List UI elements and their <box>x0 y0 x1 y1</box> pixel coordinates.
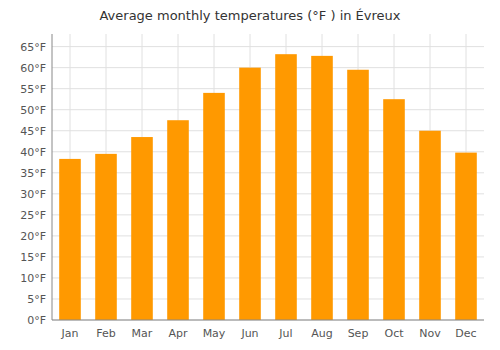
x-tick-label: Apr <box>168 327 188 340</box>
y-tick-label: 20°F <box>20 230 46 243</box>
x-tick-label: Mar <box>132 327 153 340</box>
y-tick-label: 30°F <box>20 188 46 201</box>
y-tick-label: 5°F <box>27 293 46 306</box>
x-tick-label: Sep <box>348 327 369 340</box>
bar <box>203 93 225 320</box>
y-tick-label: 0°F <box>27 314 46 327</box>
y-tick-label: 55°F <box>20 83 46 96</box>
y-axis: 0°F 5°F 10°F 15°F 20°F 25°F 30°F 35°F 40°F 45°F 50… <box>20 34 52 327</box>
y-grid-line <box>52 109 484 110</box>
y-tick-label: 40°F <box>20 146 46 159</box>
bar <box>59 159 81 320</box>
bar <box>419 131 441 320</box>
bar <box>167 120 189 320</box>
y-grid-line <box>52 67 484 68</box>
x-axis-line <box>52 320 484 321</box>
bar <box>383 99 405 320</box>
bar <box>95 154 117 320</box>
y-tick-label: 15°F <box>20 251 46 264</box>
x-tick-label: Jul <box>278 327 292 340</box>
grid <box>52 34 484 320</box>
y-grid-line <box>52 46 484 47</box>
y-tick-label: 65°F <box>20 41 46 54</box>
x-axis: Jan Feb Mar Apr May Jun Jul Aug Sep Oct Nov Dec <box>52 320 484 340</box>
y-tick-label: 10°F <box>20 272 46 285</box>
x-tick-label: Feb <box>96 327 115 340</box>
bar <box>239 68 261 320</box>
y-grid-line <box>52 88 484 89</box>
x-tick-label: Dec <box>455 327 476 340</box>
x-tick-label: Nov <box>419 327 441 340</box>
bar <box>275 54 297 320</box>
y-grid-line <box>52 320 484 321</box>
y-tick-label: 60°F <box>20 62 46 75</box>
chart: Average monthly temperatures (°F ) in Év… <box>0 0 500 350</box>
x-tick-label: Jan <box>61 327 79 340</box>
x-tick-label: Aug <box>311 327 332 340</box>
bar <box>455 153 477 320</box>
bar <box>311 56 333 320</box>
y-tick-label: 45°F <box>20 125 46 138</box>
x-tick-label: Oct <box>384 327 404 340</box>
y-tick-label: 35°F <box>20 167 46 180</box>
bars <box>59 54 477 320</box>
bar <box>347 70 369 320</box>
y-tick-label: 50°F <box>20 104 46 117</box>
x-tick-label: Jun <box>240 327 258 340</box>
y-axis-line <box>52 34 53 320</box>
y-tick-label: 25°F <box>20 209 46 222</box>
x-tick-label: May <box>203 327 226 340</box>
bar <box>131 137 153 320</box>
title: Average monthly temperatures (°F ) in Év… <box>99 8 400 23</box>
